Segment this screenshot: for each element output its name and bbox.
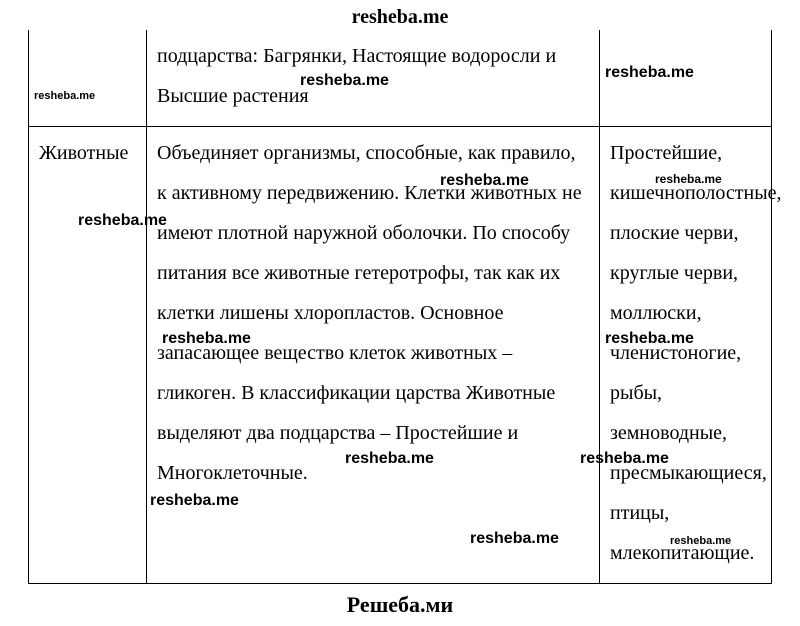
cell-description: Объединяет организмы, способные, как пра…: [147, 127, 600, 584]
cell-examples: Простейшие, кишечнополостные, плоские че…: [600, 127, 772, 584]
table-row: Животные Объединяет организмы, способные…: [29, 127, 772, 584]
cell-kingdom: Животные: [29, 127, 147, 584]
cell-description: подцарства: Багрянки, Настоящие водоросл…: [147, 30, 600, 127]
footer-watermark: Решеба.ми: [0, 592, 800, 618]
classification-table: подцарства: Багрянки, Настоящие водоросл…: [28, 30, 772, 584]
cell-kingdom: [29, 30, 147, 127]
header-watermark: resheba.me: [0, 6, 800, 29]
cell-examples: [600, 30, 772, 127]
table-row: подцарства: Багрянки, Настоящие водоросл…: [29, 30, 772, 127]
table-container: подцарства: Багрянки, Настоящие водоросл…: [28, 30, 772, 586]
